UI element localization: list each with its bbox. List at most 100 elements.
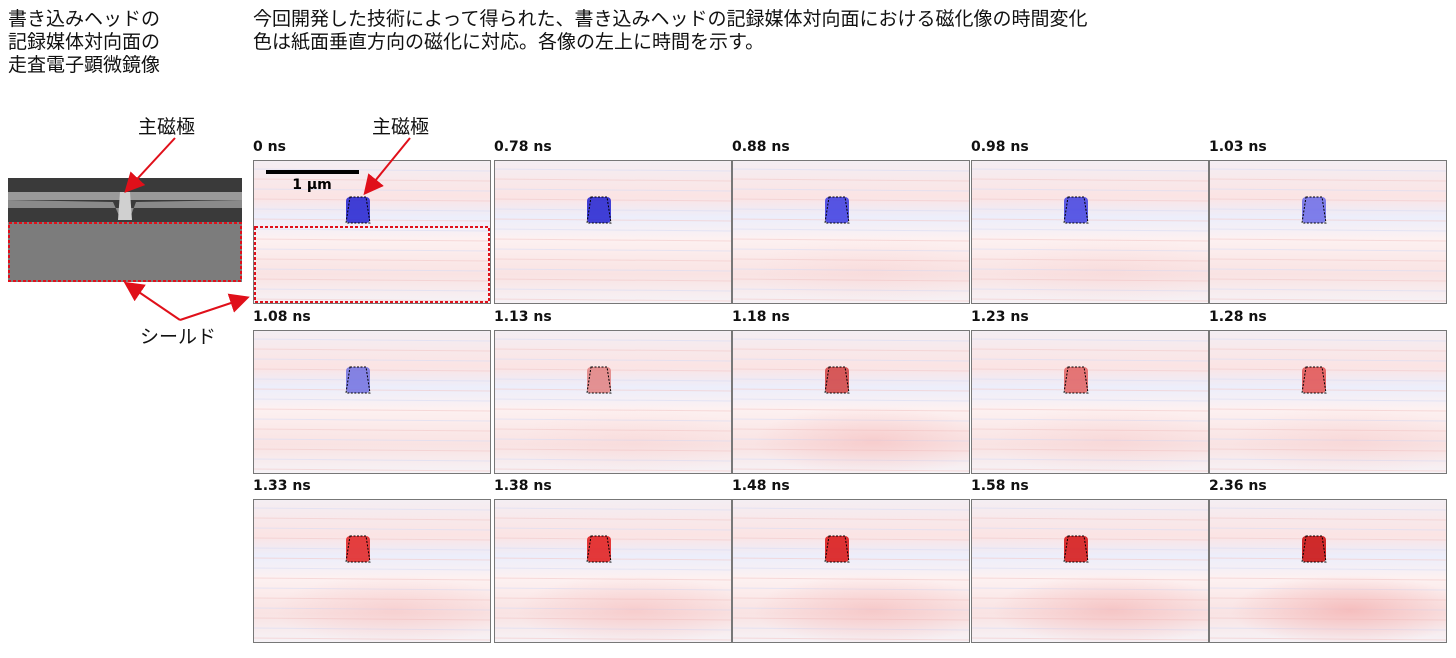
texture xyxy=(254,418,490,422)
texture xyxy=(733,168,969,172)
texture xyxy=(254,448,490,452)
texture xyxy=(972,208,1208,212)
shield-glow xyxy=(992,236,1208,303)
texture xyxy=(972,168,1208,172)
shield-glow xyxy=(274,575,490,642)
texture xyxy=(972,188,1208,192)
texture xyxy=(254,567,490,571)
texture xyxy=(495,298,731,302)
texture xyxy=(1210,218,1446,222)
texture xyxy=(972,507,1208,511)
magnetization-image xyxy=(1209,330,1447,474)
time-label: 1.03 ns xyxy=(1209,139,1267,155)
texture xyxy=(495,398,731,402)
texture xyxy=(972,567,1208,571)
texture xyxy=(1210,348,1446,352)
texture xyxy=(495,348,731,352)
shield-label: シールド xyxy=(140,326,217,348)
texture xyxy=(733,198,969,202)
texture xyxy=(733,368,969,372)
time-label: 1.38 ns xyxy=(494,478,552,494)
pole-outline xyxy=(824,196,850,224)
texture xyxy=(254,238,490,242)
texture xyxy=(495,358,731,362)
pole-outline xyxy=(345,366,371,394)
shield-glow xyxy=(1230,575,1446,642)
texture xyxy=(972,547,1208,551)
texture xyxy=(1210,178,1446,182)
texture xyxy=(495,248,731,252)
texture xyxy=(495,268,731,272)
time-label: 0.78 ns xyxy=(494,139,552,155)
texture xyxy=(254,248,490,252)
time-label: 1.33 ns xyxy=(253,478,311,494)
texture xyxy=(254,378,490,382)
texture xyxy=(1210,338,1446,342)
texture xyxy=(972,527,1208,531)
texture xyxy=(495,198,731,202)
left-caption: 書き込みヘッドの 記録媒体対向面の 走査電子顕微鏡像 xyxy=(8,8,160,77)
pole-outline xyxy=(1301,535,1327,563)
texture xyxy=(1210,258,1446,262)
texture xyxy=(733,188,969,192)
texture xyxy=(254,527,490,531)
texture xyxy=(733,178,969,182)
magnetization-image xyxy=(494,160,732,304)
texture xyxy=(254,507,490,511)
texture xyxy=(495,537,731,541)
texture xyxy=(495,278,731,282)
magnetization-image: 1 µm xyxy=(253,160,491,304)
pole-signal xyxy=(1302,197,1326,223)
texture xyxy=(495,218,731,222)
shield-glow xyxy=(753,575,969,642)
texture xyxy=(254,198,490,202)
texture xyxy=(495,557,731,561)
texture xyxy=(495,378,731,382)
pole-outline xyxy=(1301,366,1327,394)
caption-line: 書き込みヘッドの xyxy=(8,8,161,30)
texture xyxy=(1210,368,1446,372)
magnetization-image xyxy=(971,499,1209,643)
pole-outline xyxy=(586,366,612,394)
pole-outline xyxy=(824,535,850,563)
texture xyxy=(972,228,1208,232)
texture xyxy=(1210,208,1446,212)
time-label: 2.36 ns xyxy=(1209,478,1267,494)
texture xyxy=(254,278,490,282)
texture xyxy=(254,228,490,232)
texture xyxy=(1210,188,1446,192)
texture xyxy=(1210,238,1446,242)
background xyxy=(254,331,490,473)
texture xyxy=(254,398,490,402)
texture xyxy=(1210,557,1446,561)
texture xyxy=(1210,168,1446,172)
texture xyxy=(1210,507,1446,511)
texture xyxy=(495,288,731,292)
scale-label: 1 µm xyxy=(292,177,332,193)
pole-signal xyxy=(1064,536,1088,562)
texture xyxy=(495,388,731,392)
pole-signal xyxy=(1302,367,1326,393)
magnetization-image xyxy=(253,330,491,474)
texture xyxy=(495,527,731,531)
texture xyxy=(972,368,1208,372)
texture xyxy=(972,218,1208,222)
texture xyxy=(254,388,490,392)
texture xyxy=(254,428,490,432)
texture xyxy=(254,338,490,342)
texture xyxy=(495,258,731,262)
pole-signal xyxy=(1064,197,1088,223)
time-label: 1.28 ns xyxy=(1209,309,1267,325)
pole-label: 主磁極 xyxy=(372,116,430,138)
shield-glow xyxy=(992,575,1208,642)
shield-glow xyxy=(515,575,731,642)
pole-outline xyxy=(586,535,612,563)
texture xyxy=(254,468,490,472)
texture xyxy=(1210,248,1446,252)
texture xyxy=(1210,298,1446,302)
texture xyxy=(495,178,731,182)
magnetization-image xyxy=(971,160,1209,304)
pole-outline xyxy=(345,196,371,224)
shield-glow xyxy=(1230,406,1446,473)
texture xyxy=(733,388,969,392)
